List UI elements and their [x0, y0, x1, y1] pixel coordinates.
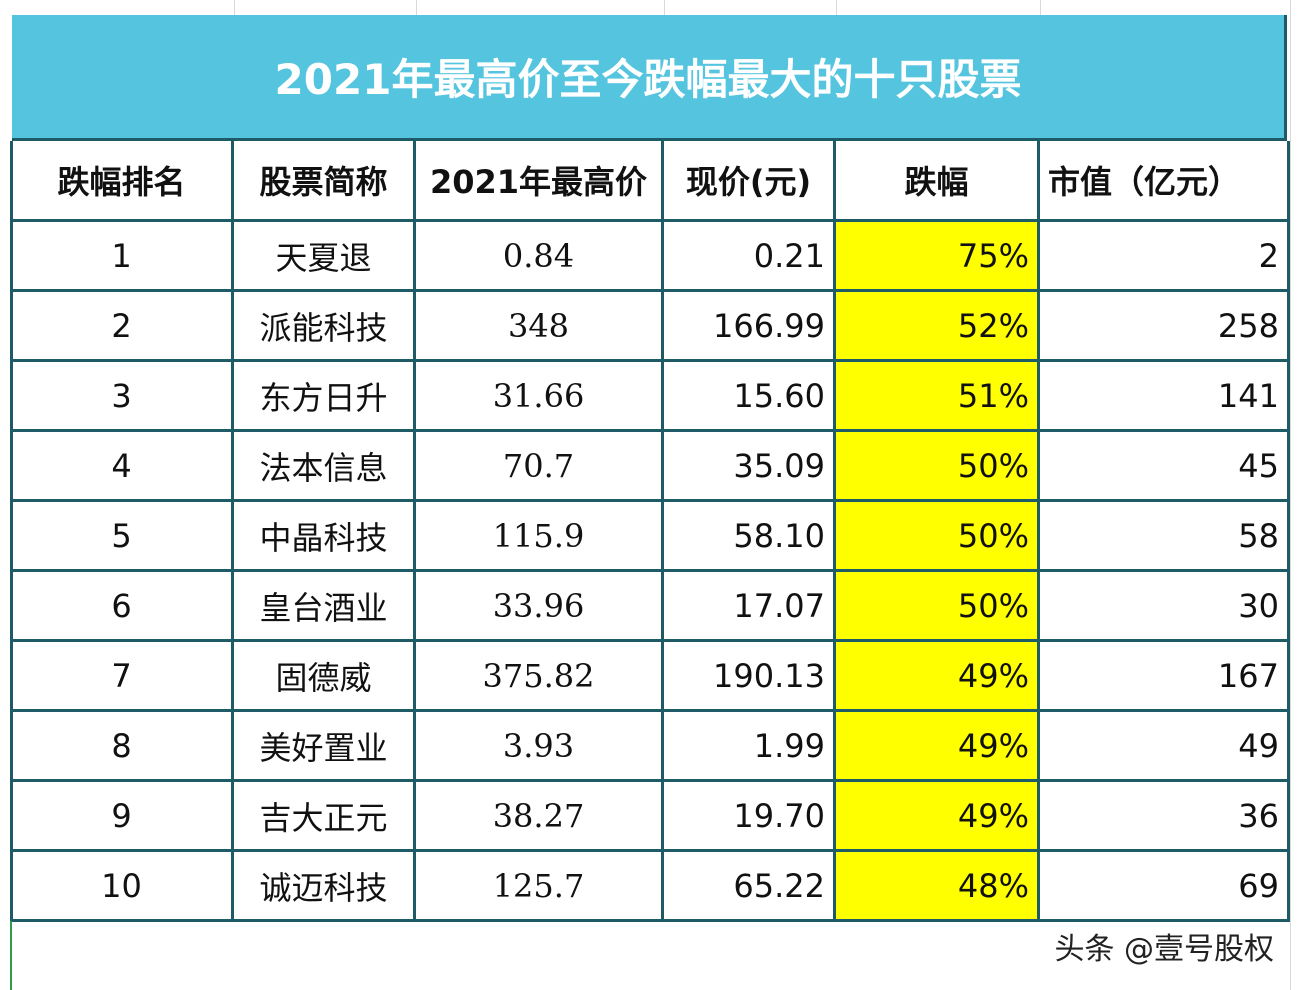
table-cell: 36 [1040, 782, 1290, 852]
table-cell: 2 [12, 292, 234, 362]
table-cell: 2 [1040, 222, 1290, 292]
table-cell: 0.21 [664, 222, 836, 292]
table-title: 2021年最高价至今跌幅最大的十只股票 [12, 15, 1287, 141]
table-cell: 现价(元) [664, 141, 836, 222]
selection-edge [10, 921, 12, 990]
sheet-grid [1290, 0, 1291, 990]
watermark: 头条 @壹号股权 [1054, 932, 1274, 967]
table-cell: 45 [1040, 432, 1290, 502]
table-cell: 中晶科技 [234, 502, 416, 572]
sheet-grid [664, 0, 665, 15]
table-cell: 3.93 [416, 712, 664, 782]
table-cell: 375.82 [416, 642, 664, 712]
table-cell: 吉大正元 [234, 782, 416, 852]
table-cell: 190.13 [664, 642, 836, 712]
table-cell: 4 [12, 432, 234, 502]
table-cell: 75% [836, 222, 1040, 292]
sheet-grid [416, 0, 417, 15]
table-cell: 市值（亿元） [1040, 141, 1290, 222]
table-cell: 天夏退 [234, 222, 416, 292]
table-cell: 1 [12, 222, 234, 292]
sheet-grid [234, 0, 235, 15]
table-cell: 7 [12, 642, 234, 712]
table-cell: 美好置业 [234, 712, 416, 782]
table-cell: 35.09 [664, 432, 836, 502]
table-cell: 派能科技 [234, 292, 416, 362]
table-cell: 3 [12, 362, 234, 432]
table-cell: 17.07 [664, 572, 836, 642]
table-cell: 141 [1040, 362, 1290, 432]
table-cell: 10 [12, 852, 234, 922]
table-cell: 49% [836, 712, 1040, 782]
table-cell: 诚迈科技 [234, 852, 416, 922]
table-cell: 6 [12, 572, 234, 642]
table-cell: 115.9 [416, 502, 664, 572]
table-cell: 跌幅排名 [12, 141, 234, 222]
table-cell: 70.7 [416, 432, 664, 502]
table-cell: 166.99 [664, 292, 836, 362]
table-cell: 30 [1040, 572, 1290, 642]
table-cell: 固德威 [234, 642, 416, 712]
table-cell: 52% [836, 292, 1040, 362]
table-cell: 东方日升 [234, 362, 416, 432]
table-cell: 49% [836, 782, 1040, 852]
table-cell: 125.7 [416, 852, 664, 922]
table-cell: 0.84 [416, 222, 664, 292]
table-cell: 31.66 [416, 362, 664, 432]
table-cell: 2021年最高价 [416, 141, 664, 222]
table-left-border [10, 141, 13, 922]
table-cell: 1.99 [664, 712, 836, 782]
table-cell: 51% [836, 362, 1040, 432]
table-cell: 50% [836, 502, 1040, 572]
table-cell: 股票简称 [234, 141, 416, 222]
sheet-grid [836, 0, 837, 15]
table-cell: 65.22 [664, 852, 836, 922]
table-cell: 19.70 [664, 782, 836, 852]
table-cell: 33.96 [416, 572, 664, 642]
table-cell: 69 [1040, 852, 1290, 922]
sheet-grid [1040, 0, 1041, 15]
table-cell: 49% [836, 642, 1040, 712]
table-cell: 348 [416, 292, 664, 362]
table-cell: 5 [12, 502, 234, 572]
table-cell: 法本信息 [234, 432, 416, 502]
table-cell: 跌幅 [836, 141, 1040, 222]
table-cell: 9 [12, 782, 234, 852]
table-cell: 15.60 [664, 362, 836, 432]
table-cell: 48% [836, 852, 1040, 922]
table-cell: 38.27 [416, 782, 664, 852]
table-cell: 8 [12, 712, 234, 782]
table-cell: 258 [1040, 292, 1290, 362]
table-cell: 167 [1040, 642, 1290, 712]
table-cell: 49 [1040, 712, 1290, 782]
table-cell: 50% [836, 572, 1040, 642]
table-cell: 皇台酒业 [234, 572, 416, 642]
table-cell: 58 [1040, 502, 1290, 572]
table-cell: 58.10 [664, 502, 836, 572]
table-cell: 50% [836, 432, 1040, 502]
